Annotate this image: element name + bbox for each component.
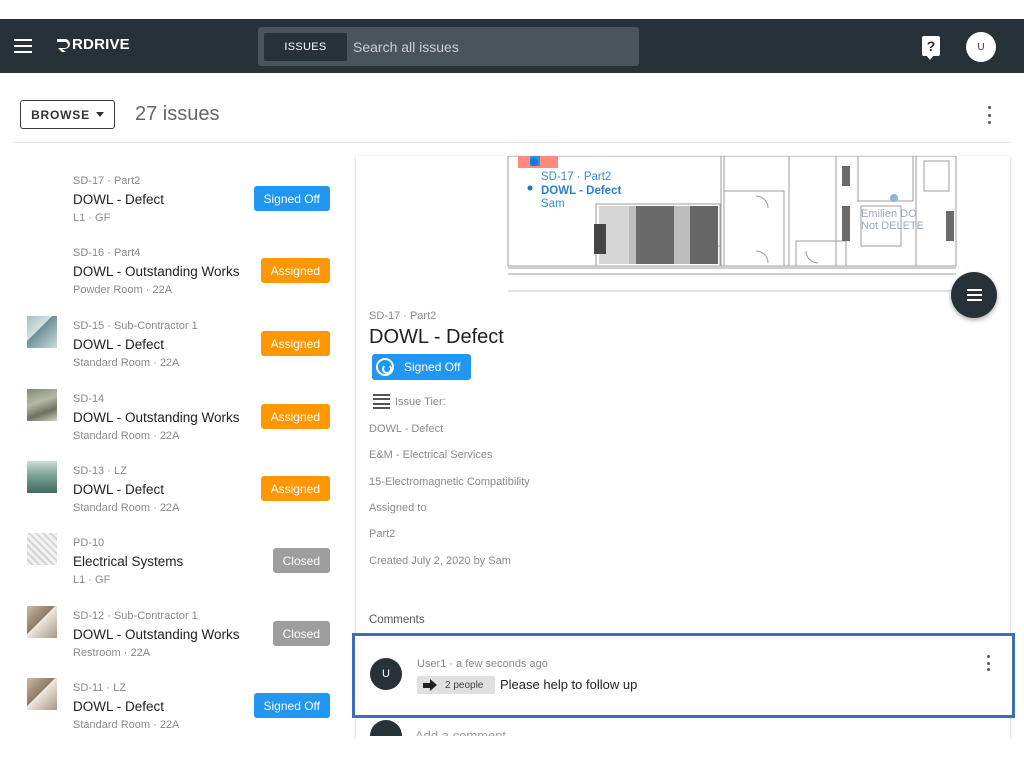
issue-location: L1 · GF [73,212,111,224]
comment-author-avatar: U [370,658,402,690]
detail-issue-title: DOWL - Defect [369,326,504,348]
comment-more-icon[interactable] [984,655,992,671]
issue-location: Powder Room · 22A [73,284,173,296]
issue-list-item[interactable]: SD-15 · Sub-Contractor 1 DOWL - Defect S… [14,300,344,372]
issue-title: DOWL - Outstanding Works [73,410,240,425]
issue-list-item[interactable]: SD-17 · Part2 DOWL - Defect L1 · GF Sign… [14,155,344,227]
detail-status-button[interactable]: Signed Off [372,354,471,380]
issue-id: PD-10 [73,537,105,549]
issue-title: DOWL - Defect [73,192,165,207]
issue-id: SD-17 · Part2 [73,175,141,187]
issue-thumbnail [27,533,57,565]
toolbar-divider [14,142,1010,143]
status-badge: Signed Off [253,693,330,718]
comment-item-highlighted[interactable]: U User1 · a few seconds ago 2 people Ple… [352,633,1015,718]
browse-label: BROWSE [31,107,90,122]
mention-chip-label: 2 people [445,679,484,691]
brand-logo[interactable]: RDRIVE [55,36,130,53]
search-scope-issues-tab[interactable]: ISSUES [264,32,347,61]
issue-title: DOWL - Defect [73,482,165,497]
help-icon[interactable]: ? [922,36,940,60]
status-badge: Assigned [260,404,330,429]
list-lines-icon [373,394,390,409]
menu-fab-icon[interactable] [951,272,997,318]
issue-count: 27 issues [135,103,220,125]
browse-button[interactable]: BROWSE [20,100,115,129]
detail-status-label: Signed Off [404,360,461,374]
issue-location: Standard Room · 22A [73,502,180,514]
comment-meta: User1 · a few seconds ago [417,658,548,670]
issue-list-item[interactable]: SD-12 · Sub-Contractor 1 DOWL - Outstand… [14,590,344,662]
issue-list-item[interactable]: SD-13 · LZ DOWL - Defect Standard Room ·… [14,445,344,517]
issue-list-item[interactable]: SD-14 DOWL - Outstanding Works Standard … [14,373,344,445]
issue-thumbnail [27,171,57,203]
issue-thumbnail [27,389,57,421]
issue-list-item[interactable]: SD-16 · Part4 DOWL - Outstanding Works P… [14,227,344,299]
plan-pin-secondary-line2: Not DELETE [861,220,924,232]
panel-bottom-mask [356,736,1010,768]
issue-id: SD-16 · Part4 [73,247,141,259]
issue-id: SD-11 · LZ [73,682,126,694]
status-badge: Signed Off [253,186,330,211]
status-badge: Assigned [260,476,330,501]
search-bar: ISSUES [258,27,639,66]
detail-field-assignee: Part2 [369,528,396,540]
hamburger-menu-icon[interactable] [13,37,33,55]
issue-list-item[interactable]: SD-11 · LZ DOWL - Defect Standard Room ·… [14,662,344,734]
comments-heading: Comments [369,614,425,626]
plan-pin-title: DOWL - Defect [541,185,622,197]
plan-pin-author: Sam [541,198,565,210]
top-bar: RDRIVE ISSUES ? U [0,19,1024,73]
issue-title: Electrical Systems [73,554,184,569]
search-input[interactable] [353,32,639,61]
issue-title: DOWL - Defect [73,337,165,352]
status-badge: Closed [272,621,330,646]
issue-id: SD-13 · LZ [73,465,127,477]
plan-pin-id: SD-17 · Part2 [541,171,612,183]
user-avatar[interactable]: U [966,32,996,62]
issue-thumbnail [27,316,57,348]
issue-title: DOWL - Outstanding Works [73,627,240,642]
issue-thumbnail [27,243,57,275]
plan-pin-secondary-line1: Emilien DO [861,208,917,220]
status-badge: Assigned [260,331,330,356]
issue-id: SD-12 · Sub-Contractor 1 [73,610,198,622]
issue-location: Standard Room · 22A [73,357,180,369]
mention-chip[interactable]: 2 people [417,676,495,694]
issue-title: DOWL - Outstanding Works [73,264,240,279]
issue-location: Standard Room · 22A [73,719,180,731]
brand-name: RDRIVE [72,36,130,53]
comment-text: Please help to follow up [500,677,638,692]
issue-thumbnail [27,461,57,493]
issue-location: Restroom · 22A [73,647,151,659]
more-options-icon[interactable] [984,106,994,124]
issue-location: Standard Room · 22A [73,430,180,442]
issue-location: L1 · GF [73,574,111,586]
detail-field-created: Created July 2, 2020 by Sam [369,555,511,567]
arrow-right-icon [423,679,437,691]
detail-field-type: DOWL - Defect [369,423,444,435]
status-badge: Closed [272,548,330,573]
signed-off-icon [376,358,394,376]
issue-id: SD-14 [73,393,105,405]
issue-title: DOWL - Defect [73,699,165,714]
floor-plan[interactable] [506,156,958,296]
detail-field-category: 15-Electromagnetic Compatibility [369,476,530,488]
rdrive-logo-icon [57,38,70,52]
issue-list-item[interactable]: PD-10 Electrical Systems L1 · GF Closed [14,517,344,589]
status-badge: Assigned [260,258,330,283]
issue-list: SD-17 · Part2 DOWL - Defect L1 · GF Sign… [14,155,344,745]
issue-thumbnail [27,678,57,710]
issue-tier-label: Issue Tier: [395,396,446,408]
detail-issue-id: SD-17 · Part2 [369,310,437,322]
caret-down-icon [95,112,104,117]
detail-field-assigned-label: Assigned to [369,502,427,514]
detail-field-discipline: E&M - Electrical Services [369,449,493,461]
plan-pin-secondary: Emilien DO Not DELETE [861,208,924,232]
issue-thumbnail [27,606,57,638]
issue-id: SD-15 · Sub-Contractor 1 [73,320,198,332]
